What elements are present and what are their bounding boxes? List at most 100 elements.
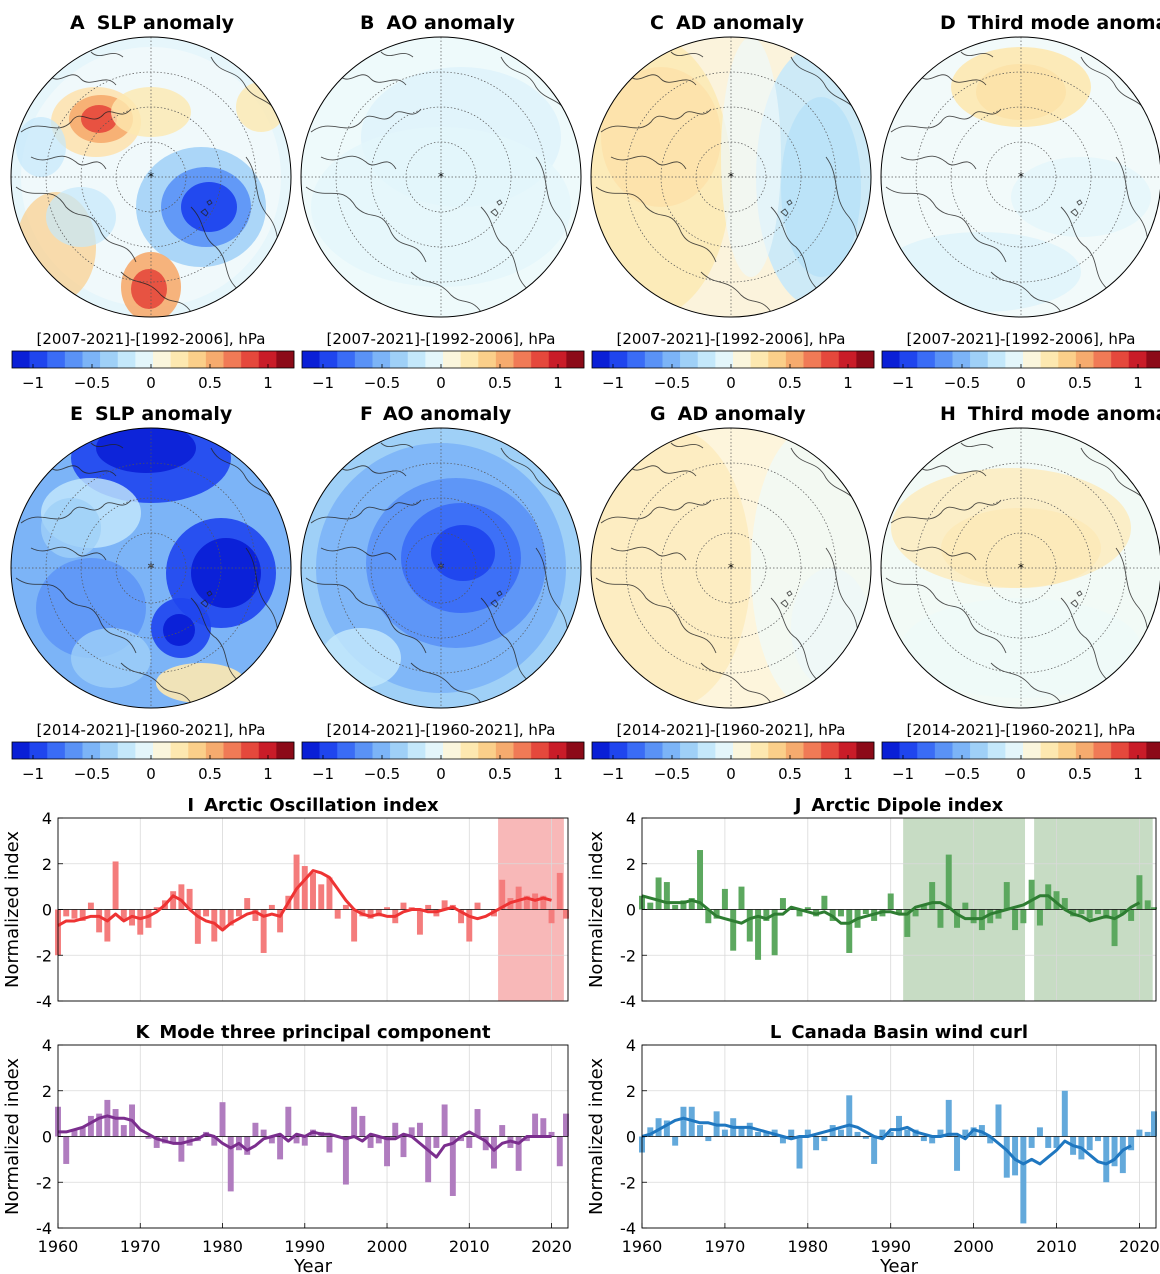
bar — [862, 1136, 869, 1139]
map-panel-c: C AD anomaly * [2007-2021]-[1992-2006], hPa… — [590, 12, 875, 392]
bar — [87, 902, 94, 910]
bar — [112, 861, 119, 910]
bar — [351, 909, 358, 942]
bar — [153, 1136, 160, 1148]
bar — [697, 1125, 704, 1137]
colorbar: −1 −0.5 0 0.5 1 — [301, 741, 585, 783]
colorbar-tick-label: 1 — [1133, 374, 1143, 392]
bar — [277, 909, 284, 933]
y-tick-label: 4 — [626, 1036, 636, 1055]
bar — [178, 884, 185, 910]
x-tick-label: 2010 — [1036, 1237, 1077, 1256]
x-tick-label: 2020 — [1119, 1237, 1160, 1256]
bar — [79, 1127, 86, 1137]
bar — [523, 895, 530, 910]
bar — [945, 854, 952, 910]
bar — [515, 886, 522, 910]
colorbar: −1 −0.5 0 0.5 1 — [591, 741, 875, 783]
bar — [1003, 882, 1010, 910]
x-tick-label: 1980 — [202, 1237, 243, 1256]
bar — [556, 872, 563, 910]
smoothed-line — [58, 1114, 552, 1159]
map-boundary — [590, 36, 872, 318]
smoothed-line — [641, 894, 1141, 925]
map-field — [11, 37, 291, 317]
colorbar-tick-label: 1 — [843, 765, 853, 783]
bar — [515, 1136, 522, 1171]
bar — [962, 902, 969, 910]
bar — [672, 1136, 679, 1146]
bar — [277, 1136, 284, 1160]
colorbar: −1 −0.5 0 0.5 1 — [591, 350, 875, 392]
bar — [499, 879, 506, 910]
chart-j: -4 -2 0 2 4 Normalized index J Arctic Dipole in… — [586, 795, 1157, 1011]
bar — [697, 850, 704, 910]
map-field — [591, 37, 871, 317]
bar — [879, 1129, 886, 1137]
bar — [310, 872, 316, 910]
bar — [987, 909, 994, 924]
bar — [474, 902, 481, 910]
bar — [1020, 909, 1027, 924]
colorbar-tick-label: −0.5 — [654, 765, 690, 783]
map-boundary — [880, 36, 1160, 318]
bar — [937, 909, 944, 928]
colorbar-tick-label: 0.5 — [198, 374, 222, 392]
y-tick-label: 2 — [42, 1082, 52, 1101]
bar — [995, 909, 1002, 919]
bar — [920, 904, 927, 910]
map-title: B AO anomaly — [360, 12, 515, 34]
y-tick-label: -2 — [620, 946, 636, 965]
x-tick-label: 1970 — [120, 1237, 161, 1256]
bar — [63, 1136, 70, 1164]
colorbar-tick-label: −0.5 — [654, 374, 690, 392]
y-tick-label: -4 — [36, 1219, 52, 1238]
bar — [104, 909, 111, 942]
bar — [268, 1136, 275, 1144]
bar — [71, 909, 78, 919]
chart-i: -4 -2 0 2 4 Normalized index I Arctic Oscillati… — [2, 795, 569, 1011]
bar — [912, 909, 919, 917]
bar — [1012, 909, 1019, 931]
map-field — [301, 37, 581, 317]
bar — [730, 909, 737, 951]
bar — [244, 1136, 251, 1155]
colorbar-tick-label: −0.5 — [364, 374, 400, 392]
x-axis-label: Year — [293, 1256, 333, 1274]
y-tick-label: 0 — [626, 1128, 636, 1147]
bar — [194, 909, 201, 944]
bar — [929, 1136, 936, 1144]
bar — [178, 1136, 185, 1162]
colorbar-tick-label: 0.5 — [488, 374, 512, 392]
bar — [804, 1129, 811, 1137]
colorbar-tick-label: −1 — [892, 374, 914, 392]
bar — [1151, 1111, 1157, 1137]
colorbar-tick-label: −1 — [312, 765, 334, 783]
bar — [871, 1136, 878, 1164]
bar — [1144, 1131, 1151, 1137]
bar — [375, 1136, 382, 1144]
y-tick-label: 2 — [626, 855, 636, 874]
bar — [655, 1118, 662, 1137]
colorbar-tick-label: 1 — [553, 765, 563, 783]
bar — [104, 1099, 111, 1137]
bar — [1128, 909, 1135, 921]
bar — [563, 1113, 569, 1137]
bar — [211, 909, 218, 942]
colorbar-tick-label: 0 — [1016, 374, 1026, 392]
bar — [929, 882, 936, 910]
bar — [1036, 909, 1043, 926]
y-tick-label: -4 — [620, 992, 636, 1011]
bar — [170, 1136, 177, 1144]
map-panel-e: E SLP anomaly * [2014-2021]-[1960-2021], hP… — [10, 403, 295, 783]
map-panel-b: B AO anomaly * [2007-2021]-[1992-2006], hPa… — [300, 12, 585, 392]
x-tick-label: 1970 — [705, 1237, 746, 1256]
map-caption: [2007-2021]-[1992-2006], hPa — [617, 330, 846, 348]
bar — [746, 909, 753, 942]
bar — [713, 909, 720, 919]
bar — [170, 891, 177, 910]
bar — [145, 909, 152, 928]
bar — [755, 1131, 762, 1137]
